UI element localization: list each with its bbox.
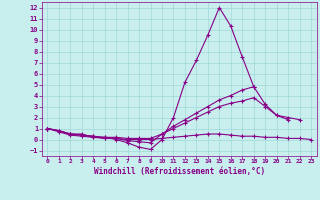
X-axis label: Windchill (Refroidissement éolien,°C): Windchill (Refroidissement éolien,°C) [94,167,265,176]
